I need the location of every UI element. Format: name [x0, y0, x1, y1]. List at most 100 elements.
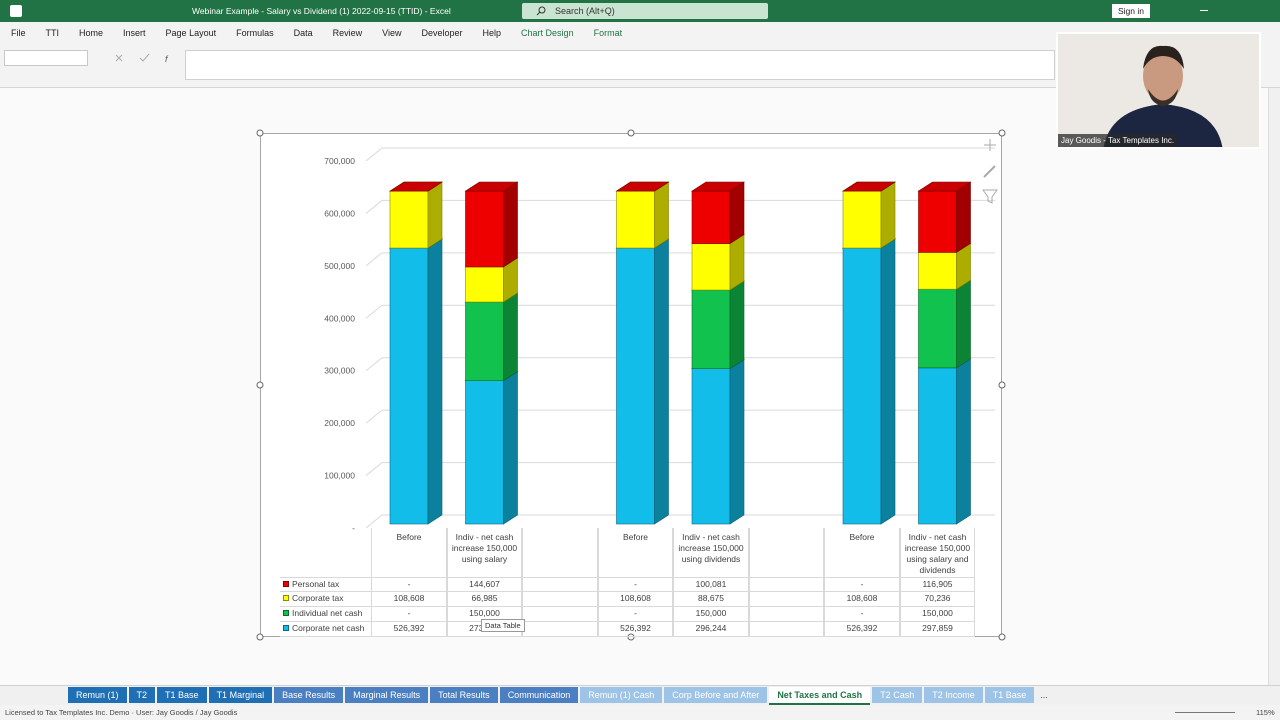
bar-side [427, 181, 443, 249]
table-value: 116,905 [922, 579, 953, 589]
menu-item[interactable]: Formulas [236, 28, 274, 38]
sheet-tab[interactable]: T2 Cash [872, 687, 923, 703]
category-label: Indiv - net cash increase 150,000 using … [904, 532, 971, 575]
sheet-tabs: Remun (1) T2 T1 Base T1 Marginal Base Result… [0, 685, 1280, 705]
bar-front [842, 247, 882, 525]
legend-key [283, 595, 289, 601]
grid-line [365, 200, 383, 214]
table-value: 296,244 [695, 623, 727, 633]
zoom-slider[interactable] [1175, 712, 1235, 713]
sheet-tab[interactable]: Net Taxes and Cash [769, 687, 871, 705]
table-value: 70,236 [924, 593, 951, 603]
bar-side [956, 279, 971, 369]
menu-item[interactable]: Review [332, 28, 363, 38]
bar-front [465, 266, 504, 303]
resize-handle[interactable] [998, 129, 1006, 137]
tab-list: Remun (1) T2 T1 Base T1 Marginal Base Result… [68, 687, 1052, 705]
bar-side [729, 359, 745, 525]
resize-handle[interactable] [627, 129, 635, 137]
menu-item[interactable]: Format [593, 28, 623, 38]
category-label: Before [622, 532, 649, 542]
bar-side [729, 280, 745, 370]
y-tick-label: 600,000 [324, 208, 355, 218]
resize-handle[interactable] [998, 381, 1006, 389]
table-value: - [860, 608, 864, 618]
svg-text:f: f [165, 54, 169, 64]
table-column [824, 528, 900, 636]
table-column [522, 528, 598, 636]
vertical-scrollbar[interactable] [1268, 88, 1280, 685]
search-box[interactable]: Search (Alt+Q) [522, 3, 768, 19]
sheet-tab[interactable]: Corp Before and After [664, 687, 768, 703]
legend-label: Individual net cash [292, 608, 363, 618]
resize-handle[interactable] [256, 633, 264, 641]
sheet-tab[interactable]: Total Results [430, 687, 498, 703]
sheet-tab[interactable]: T2 [128, 687, 156, 703]
resize-handle[interactable] [256, 381, 264, 389]
resize-handle[interactable] [256, 129, 264, 137]
tooltip: Data Table [481, 619, 525, 632]
table-value: - [407, 579, 411, 589]
menu-item[interactable]: Home [79, 28, 104, 38]
y-tick-label: 500,000 [324, 261, 355, 271]
sign-in-button[interactable]: Sign in [1112, 4, 1150, 18]
bar-front [465, 380, 504, 525]
menu-item[interactable]: Data [293, 28, 313, 38]
menu-item[interactable]: Insert [123, 28, 146, 38]
sheet-tab[interactable]: Remun (1) Cash [580, 687, 663, 703]
chart-elements-button[interactable] [984, 139, 996, 151]
table-value: 297,859 [922, 623, 953, 633]
y-tick-label: 200,000 [324, 418, 355, 428]
menu-item[interactable]: Developer [421, 28, 463, 38]
sheet-tab[interactable]: T1 Base [157, 687, 207, 703]
menu-item[interactable]: Help [482, 28, 502, 38]
bar-side [956, 358, 971, 525]
sheet-tab[interactable]: T1 Marginal [208, 687, 273, 703]
sheet-tab[interactable]: T1 Base [984, 687, 1035, 703]
sheet-tab[interactable]: Base Results [274, 687, 344, 703]
resize-handle[interactable] [998, 633, 1006, 641]
table-value: - [634, 608, 637, 618]
ribbon-tabs: File TTI Home Insert Page Layout Formulas Data… [0, 22, 1280, 44]
table-row [280, 621, 976, 636]
sheet-tab[interactable]: Marginal Results [345, 687, 429, 703]
chart-filters-button[interactable] [982, 189, 998, 204]
table-column [371, 528, 447, 636]
more-tabs[interactable]: ... [1040, 690, 1048, 700]
menu-item[interactable]: Chart Design [521, 28, 574, 38]
menu-item[interactable]: Page Layout [165, 28, 217, 38]
menu-item[interactable]: TTI [45, 28, 60, 38]
bar-side [427, 238, 443, 525]
category-label: Indiv - net cash increase 150,000 using … [678, 532, 744, 564]
grid-line [365, 357, 383, 372]
bar-side [503, 181, 518, 268]
resize-handle[interactable] [627, 633, 635, 641]
bar-top [464, 181, 519, 192]
bar-front [389, 190, 429, 249]
menu-item[interactable]: View [382, 28, 402, 38]
name-box[interactable] [4, 50, 88, 66]
sheet-tab[interactable]: T2 Income [924, 687, 983, 703]
table-value: 150,000 [922, 608, 953, 618]
bar-front [691, 368, 731, 525]
table-value: - [860, 579, 864, 589]
bar-front [616, 247, 655, 525]
bar-front [616, 190, 655, 249]
menu-item[interactable]: File [11, 28, 26, 38]
bar-top [841, 181, 897, 192]
chart-styles-button[interactable] [983, 165, 996, 178]
grid-line [365, 252, 383, 267]
webcam-caption: Jay Goodis - Tax Templates Inc. [1058, 134, 1178, 147]
table-column [748, 528, 825, 636]
formula-input[interactable] [185, 50, 1055, 80]
sheet-tab[interactable]: Communication [499, 687, 579, 703]
bar-top [690, 181, 746, 192]
bar-front [918, 367, 957, 525]
status-text: Licensed to Tax Templates Inc. Demo · Us… [5, 708, 238, 717]
bar-top [388, 181, 444, 192]
minimize[interactable] [1200, 10, 1208, 11]
window-title: Webinar Example - Salary vs Dividend (1)… [192, 6, 451, 16]
sheet-tab[interactable]: Remun (1) [68, 687, 127, 703]
